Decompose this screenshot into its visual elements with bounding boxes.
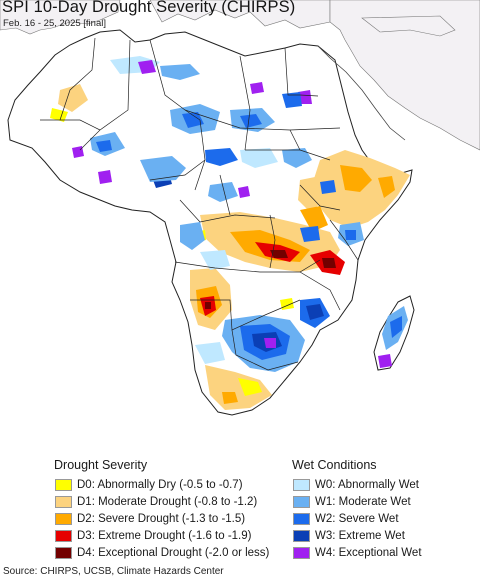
w1-swatch: [293, 496, 310, 508]
legend-item-w1: W1: Moderate Wet: [293, 494, 411, 510]
d2-label: D2: Severe Drought (-1.3 to -1.5): [77, 513, 246, 525]
legend-item-d0: D0: Abnormally Dry (-0.5 to -0.7): [55, 477, 243, 493]
country-borders: [40, 37, 359, 371]
wet-patches: [72, 56, 408, 372]
w0-label: W0: Abnormally Wet: [315, 479, 419, 491]
w4-swatch: [293, 547, 310, 559]
d3-label: D3: Extreme Drought (-1.6 to -1.9): [77, 530, 252, 542]
legend-item-d2: D2: Severe Drought (-1.3 to -1.5): [55, 511, 245, 527]
w2-label: W2: Severe Wet: [315, 513, 399, 525]
legend-item-d4: D4: Exceptional Drought (-2.0 or less): [55, 545, 269, 561]
wet-legend-heading: Wet Conditions: [292, 458, 377, 472]
w1-label: W1: Moderate Wet: [315, 496, 411, 508]
w3-swatch: [293, 530, 310, 542]
d3-swatch: [55, 530, 72, 542]
map-legend: Drought Severity Wet Conditions D0: Abno…: [0, 457, 480, 562]
w3-label: W3: Extreme Wet: [315, 530, 405, 542]
source-credit: Source: CHIRPS, UCSB, Climate Hazards Ce…: [3, 566, 224, 577]
africa-drought-map[interactable]: [0, 0, 480, 460]
drought-patches: [50, 84, 410, 410]
map-title: SPI 10-Day Drought Severity (CHIRPS): [2, 0, 296, 16]
legend-item-w0: W0: Abnormally Wet: [293, 477, 419, 493]
legend-item-d1: D1: Moderate Drought (-0.8 to -1.2): [55, 494, 257, 510]
map-period: Feb. 16 - 25, 2025 [final]: [3, 18, 106, 29]
d2-swatch: [55, 513, 72, 525]
outside-landmass: [0, 0, 480, 151]
legend-item-w3: W3: Extreme Wet: [293, 528, 405, 544]
legend-item-w2: W2: Severe Wet: [293, 511, 399, 527]
d1-label: D1: Moderate Drought (-0.8 to -1.2): [77, 496, 258, 508]
w0-swatch: [293, 479, 310, 491]
red-sea-coast: [317, 45, 406, 141]
w2-swatch: [293, 513, 310, 525]
d1-swatch: [55, 496, 72, 508]
d0-label: D0: Abnormally Dry (-0.5 to -0.7): [77, 479, 243, 491]
d4-label: D4: Exceptional Drought (-2.0 or less): [77, 547, 270, 559]
legend-item-w4: W4: Exceptional Wet: [293, 545, 422, 561]
d4-swatch: [55, 547, 72, 559]
d0-swatch: [55, 479, 72, 491]
legend-item-d3: D3: Extreme Drought (-1.6 to -1.9): [55, 528, 251, 544]
drought-legend-heading: Drought Severity: [54, 458, 148, 472]
w4-label: W4: Exceptional Wet: [315, 547, 422, 559]
